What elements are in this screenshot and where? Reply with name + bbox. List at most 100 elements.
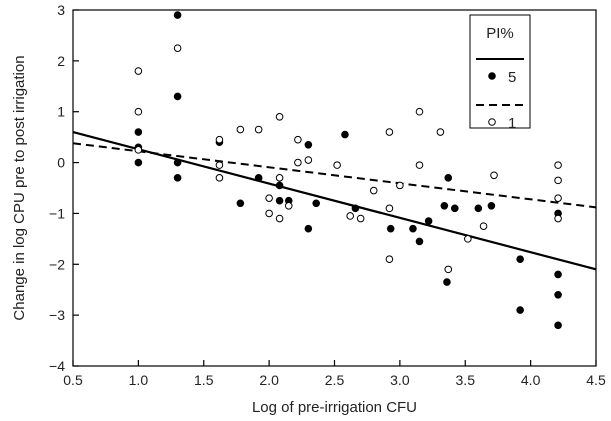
data-point-series-5 <box>554 321 562 330</box>
data-point-series-5 <box>554 270 562 279</box>
data-point-series-1 <box>275 214 284 223</box>
x-tick-label: 4.5 <box>586 372 606 388</box>
data-point-series-1 <box>265 194 273 202</box>
data-point-series-1 <box>215 174 224 182</box>
data-point-series-5 <box>424 217 433 225</box>
data-point-series-1 <box>134 67 143 75</box>
data-point-series-5 <box>444 174 453 182</box>
data-point-series-1 <box>215 161 224 169</box>
data-point-series-1 <box>284 202 293 210</box>
labels-group: Log of pre-irrigation CFU Change in log … <box>11 55 417 416</box>
fit-line-series-1 <box>72 142 597 209</box>
legend-marker-1 <box>488 118 496 126</box>
y-tick-label: 0 <box>57 155 65 171</box>
data-point-series-5 <box>134 158 143 167</box>
data-point-series-1 <box>444 265 453 274</box>
data-point-series-5 <box>474 204 483 213</box>
data-point-series-5 <box>173 11 182 19</box>
data-point-series-1 <box>436 128 445 136</box>
x-tick-label: 1.5 <box>194 372 214 388</box>
x-tick-label: 3.0 <box>390 372 410 388</box>
data-point-series-1 <box>173 44 182 52</box>
data-point-series-1 <box>385 255 394 264</box>
x-tick-label: 2.0 <box>259 372 279 388</box>
data-point-series-5 <box>312 199 320 208</box>
data-point-series-1 <box>134 146 143 154</box>
y-tick-label: −4 <box>49 358 65 374</box>
data-point-series-5 <box>173 174 182 182</box>
data-point-series-1 <box>236 125 245 134</box>
points-group <box>134 11 562 330</box>
data-point-series-1 <box>464 235 472 243</box>
data-point-series-1 <box>554 194 562 202</box>
x-tick-label: 4.0 <box>521 372 541 388</box>
data-point-series-1 <box>304 156 313 164</box>
data-point-series-5 <box>275 196 284 205</box>
data-point-series-5 <box>516 255 524 264</box>
legend-title: PI% <box>486 25 514 42</box>
data-point-series-1 <box>479 222 488 230</box>
data-point-series-5 <box>304 140 313 149</box>
data-point-series-5 <box>134 128 143 136</box>
data-point-series-5 <box>409 224 417 233</box>
data-point-series-5 <box>516 306 524 314</box>
data-point-series-5 <box>254 174 263 182</box>
data-point-series-1 <box>385 128 394 136</box>
data-point-series-1 <box>215 135 224 144</box>
data-point-series-1 <box>134 107 143 116</box>
y-tick-label: 2 <box>57 53 65 69</box>
data-point-series-1 <box>490 171 498 180</box>
fit-line-series-5 <box>72 130 597 271</box>
data-point-series-5 <box>450 204 459 213</box>
data-point-series-1 <box>415 107 424 116</box>
y-tick-label: −3 <box>49 307 65 323</box>
legend: PI% 5 1 <box>469 14 531 132</box>
axes-group: 0.5 1.0 1.5 2.0 2.5 3.0 3.5 4.0 4.5 3 2 1 0 −1 −2 −3 −4 <box>49 2 606 388</box>
data-point-series-1 <box>265 209 273 218</box>
legend-label-1: 1 <box>508 115 516 132</box>
data-point-series-1 <box>554 176 562 185</box>
x-tick-label: 2.5 <box>325 372 345 388</box>
data-point-series-1 <box>275 113 284 121</box>
data-point-series-5 <box>351 204 360 213</box>
data-point-series-5 <box>415 237 424 246</box>
data-point-series-1 <box>369 186 378 195</box>
data-point-series-5 <box>173 92 182 101</box>
y-tick-label: −2 <box>49 256 65 272</box>
legend-marker-5 <box>488 72 496 80</box>
data-point-series-1 <box>385 204 394 213</box>
y-tick-label: 3 <box>57 2 65 18</box>
data-point-series-1 <box>346 212 354 220</box>
x-axis-label: Log of pre-irrigation CFU <box>252 399 417 416</box>
data-point-series-5 <box>341 130 349 139</box>
y-tick-label: 1 <box>57 104 65 120</box>
x-tick-label: 1.0 <box>129 372 149 388</box>
data-point-series-1 <box>333 161 341 169</box>
data-point-series-5 <box>304 224 313 233</box>
y-tick-label: −1 <box>49 205 65 221</box>
data-point-series-5 <box>554 291 562 299</box>
data-point-series-5 <box>173 158 182 167</box>
data-point-series-1 <box>275 174 284 182</box>
data-point-series-5 <box>236 199 245 208</box>
x-tick-label: 3.5 <box>456 372 476 388</box>
data-point-series-1 <box>356 214 365 223</box>
fit-lines-group <box>72 130 597 271</box>
data-point-series-5 <box>275 181 284 190</box>
data-point-series-1 <box>294 135 302 144</box>
data-point-series-5 <box>440 202 449 210</box>
data-point-series-1 <box>415 161 424 169</box>
data-point-series-1 <box>554 161 562 169</box>
data-point-series-5 <box>443 278 451 286</box>
x-tick-label: 0.5 <box>63 372 83 388</box>
data-point-series-1 <box>254 125 263 134</box>
legend-label-5: 5 <box>508 69 516 86</box>
data-point-series-1 <box>294 158 302 167</box>
y-axis-label: Change in log CPU pre to post irrigation <box>11 55 28 320</box>
data-point-series-5 <box>386 224 395 233</box>
data-point-series-1 <box>554 214 562 223</box>
data-point-series-5 <box>487 202 496 210</box>
data-point-series-1 <box>396 181 404 190</box>
legend-box <box>469 14 531 129</box>
